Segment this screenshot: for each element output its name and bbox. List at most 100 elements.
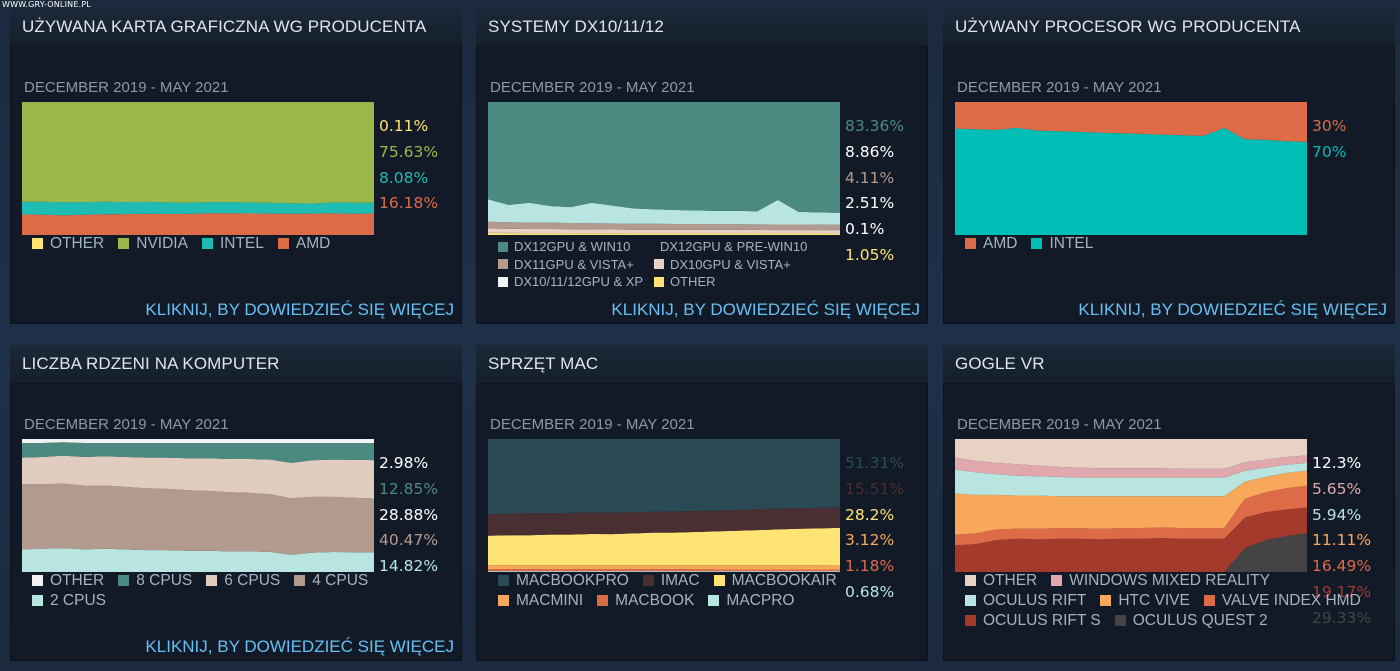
- area-series-amd: [955, 102, 1307, 142]
- legend-item-dx10gpu-vista: DX10GPU & VISTA+: [654, 256, 804, 273]
- panel-header: SYSTEMY DX10/11/12: [476, 8, 928, 47]
- legend-label: VALVE INDEX HMD: [1221, 591, 1361, 609]
- area-series-dx10gpu-vista: [488, 228, 840, 234]
- legend-item-amd: AMD: [277, 234, 331, 253]
- legend-swatch: [1031, 238, 1043, 249]
- legend-swatch: [708, 595, 720, 606]
- latest-value: 0.68%: [845, 582, 895, 601]
- panel-mac-hardware: SPRZĘT MAC DECEMBER 2019 - MAY 2021 51.3…: [476, 345, 928, 661]
- legend-swatch: [498, 259, 508, 269]
- legend-item-imac: IMAC: [642, 571, 700, 590]
- legend-item-oculus-rift-s: OCULUS RIFT S: [965, 611, 1101, 630]
- legend-label: MACMINI: [516, 591, 584, 609]
- latest-value: 11.11%: [1312, 531, 1372, 550]
- area-series-dx10-11-12gpu-xp: [488, 232, 840, 234]
- panel-header: SPRZĘT MAC: [476, 345, 928, 384]
- legend-item-nvidia: NVIDIA: [118, 234, 188, 253]
- latest-value: 5.94%: [1312, 505, 1362, 524]
- latest-value: 2.98%: [379, 454, 429, 472]
- legend-swatch: [642, 575, 654, 586]
- area-series-macbook: [488, 569, 840, 572]
- legend-label: OTHER: [670, 274, 716, 289]
- area-series-htc-vive: [955, 470, 1307, 535]
- latest-value: 75.63%: [379, 142, 439, 161]
- legend-item-other: OTHER: [965, 571, 1037, 590]
- latest-value: 0.1%: [845, 220, 885, 239]
- area-series-macpro: [488, 571, 840, 572]
- legend-swatch: [32, 595, 43, 606]
- stacked-area-chart: [22, 439, 374, 572]
- legend-item-htc-vive: HTC VIVE: [1100, 591, 1190, 610]
- legend: OTHER NVIDIA INTEL AMD: [32, 234, 452, 254]
- legend-label: DX12GPU & WIN10: [514, 239, 631, 254]
- learn-more-link[interactable]: KLIKNIJ, BY DOWIEDZIEĆ SIĘ WIĘCEJ: [145, 300, 454, 319]
- panel-title: SYSTEMY DX10/11/12: [488, 17, 664, 36]
- latest-value: 12.85%: [379, 479, 439, 498]
- legend-swatch: [654, 276, 664, 287]
- legend-item-other: OTHER: [654, 273, 804, 290]
- legend-label: AMD: [983, 234, 1018, 252]
- learn-more-link[interactable]: KLIKNIJ, BY DOWIEDZIEĆ SIĘ WIĘCEJ: [1078, 300, 1387, 319]
- legend-swatch: [32, 575, 43, 586]
- legend-item-2-cpus: 2 CPUS: [32, 591, 106, 610]
- legend-label: OTHER: [983, 571, 1038, 589]
- panel-header: GOGLE VR: [943, 345, 1395, 384]
- latest-value: 5.65%: [1312, 479, 1362, 498]
- legend-label: 4 CPUS: [312, 571, 369, 589]
- legend-item-other: OTHER: [32, 234, 104, 253]
- chart-svg: [955, 439, 1307, 572]
- panel-dx-systems: SYSTEMY DX10/11/12 DECEMBER 2019 - MAY 2…: [476, 8, 928, 324]
- legend: MACBOOKPRO IMAC MACBOOKAIR MACMINI MACBOOK MA…: [498, 571, 918, 611]
- latest-value: 28.2%: [845, 505, 895, 524]
- legend: OTHER 8 CPUS 6 CPUS 4 CPUS 2 CPUS: [32, 571, 452, 611]
- legend-label: OTHER: [50, 571, 105, 589]
- latest-value: 4.11%: [845, 168, 895, 187]
- stacked-area-chart: [488, 102, 840, 235]
- legend-swatch: [965, 615, 976, 626]
- latest-value: 30%: [1312, 117, 1347, 135]
- learn-more-link[interactable]: KLIKNIJ, BY DOWIEDZIEĆ SIĘ WIĘCEJ: [145, 637, 454, 656]
- latest-value: 2.51%: [845, 194, 895, 213]
- legend-item-dx12gpu-win10: DX12GPU & WIN10: [498, 238, 648, 255]
- legend-label: OCULUS RIFT S: [983, 611, 1101, 629]
- legend-item-macbook: MACBOOK: [597, 591, 694, 610]
- legend-swatch: [118, 238, 130, 249]
- legend-label: WINDOWS MIXED REALITY: [1069, 571, 1270, 589]
- latest-value: 40.47%: [379, 531, 439, 550]
- legend-swatch: [294, 575, 306, 586]
- stacked-area-chart: [22, 102, 374, 235]
- legend-swatch: [277, 238, 289, 249]
- legend-swatch: [965, 575, 976, 586]
- legend-label: DX10/11/12GPU & XP: [514, 274, 644, 289]
- area-series-nvidia: [22, 102, 374, 204]
- chart-svg: [22, 102, 374, 235]
- stacked-area-chart: [955, 439, 1307, 572]
- panel-cpu-manufacturer: UŻYWANY PROCESOR WG PRODUCENTA DECEMBER …: [943, 8, 1395, 324]
- legend-item-amd: AMD: [965, 234, 1017, 253]
- legend-label: MACPRO: [726, 591, 795, 609]
- latest-value: 8.86%: [845, 142, 895, 161]
- legend-label: NVIDIA: [136, 234, 188, 252]
- latest-value: 12.3%: [1312, 454, 1362, 472]
- legend-swatch: [201, 238, 213, 249]
- date-range: DECEMBER 2019 - MAY 2021: [24, 416, 229, 433]
- legend-label: MACBOOKPRO: [516, 571, 629, 589]
- legend-swatch: [597, 595, 609, 606]
- area-series-2-cpus: [22, 548, 374, 572]
- legend-label: DX10GPU & VISTA+: [670, 256, 791, 272]
- legend-swatch: [654, 259, 664, 269]
- panel-title: UŻYWANA KARTA GRAFICZNA WG PRODUCENTA: [22, 17, 427, 36]
- legend-swatch: [1114, 615, 1126, 626]
- legend-label: HTC VIVE: [1118, 591, 1190, 609]
- chart-svg: [955, 102, 1307, 235]
- learn-more-link[interactable]: KLIKNIJ, BY DOWIEDZIEĆ SIĘ WIĘCEJ: [611, 300, 920, 319]
- chart-svg: [488, 102, 840, 235]
- area-series-oculus-rift-s: [955, 507, 1307, 572]
- watermark: WWW.GRY-ONLINE.PL: [2, 0, 92, 9]
- legend-swatch: [965, 595, 976, 606]
- latest-value: 0.11%: [379, 117, 429, 135]
- legend-label: AMD: [295, 234, 331, 252]
- legend-label: 6 CPUS: [224, 571, 281, 589]
- area-series-amd: [22, 213, 374, 235]
- latest-values: 0.11% 75.63% 8.08% 16.18%: [379, 114, 459, 217]
